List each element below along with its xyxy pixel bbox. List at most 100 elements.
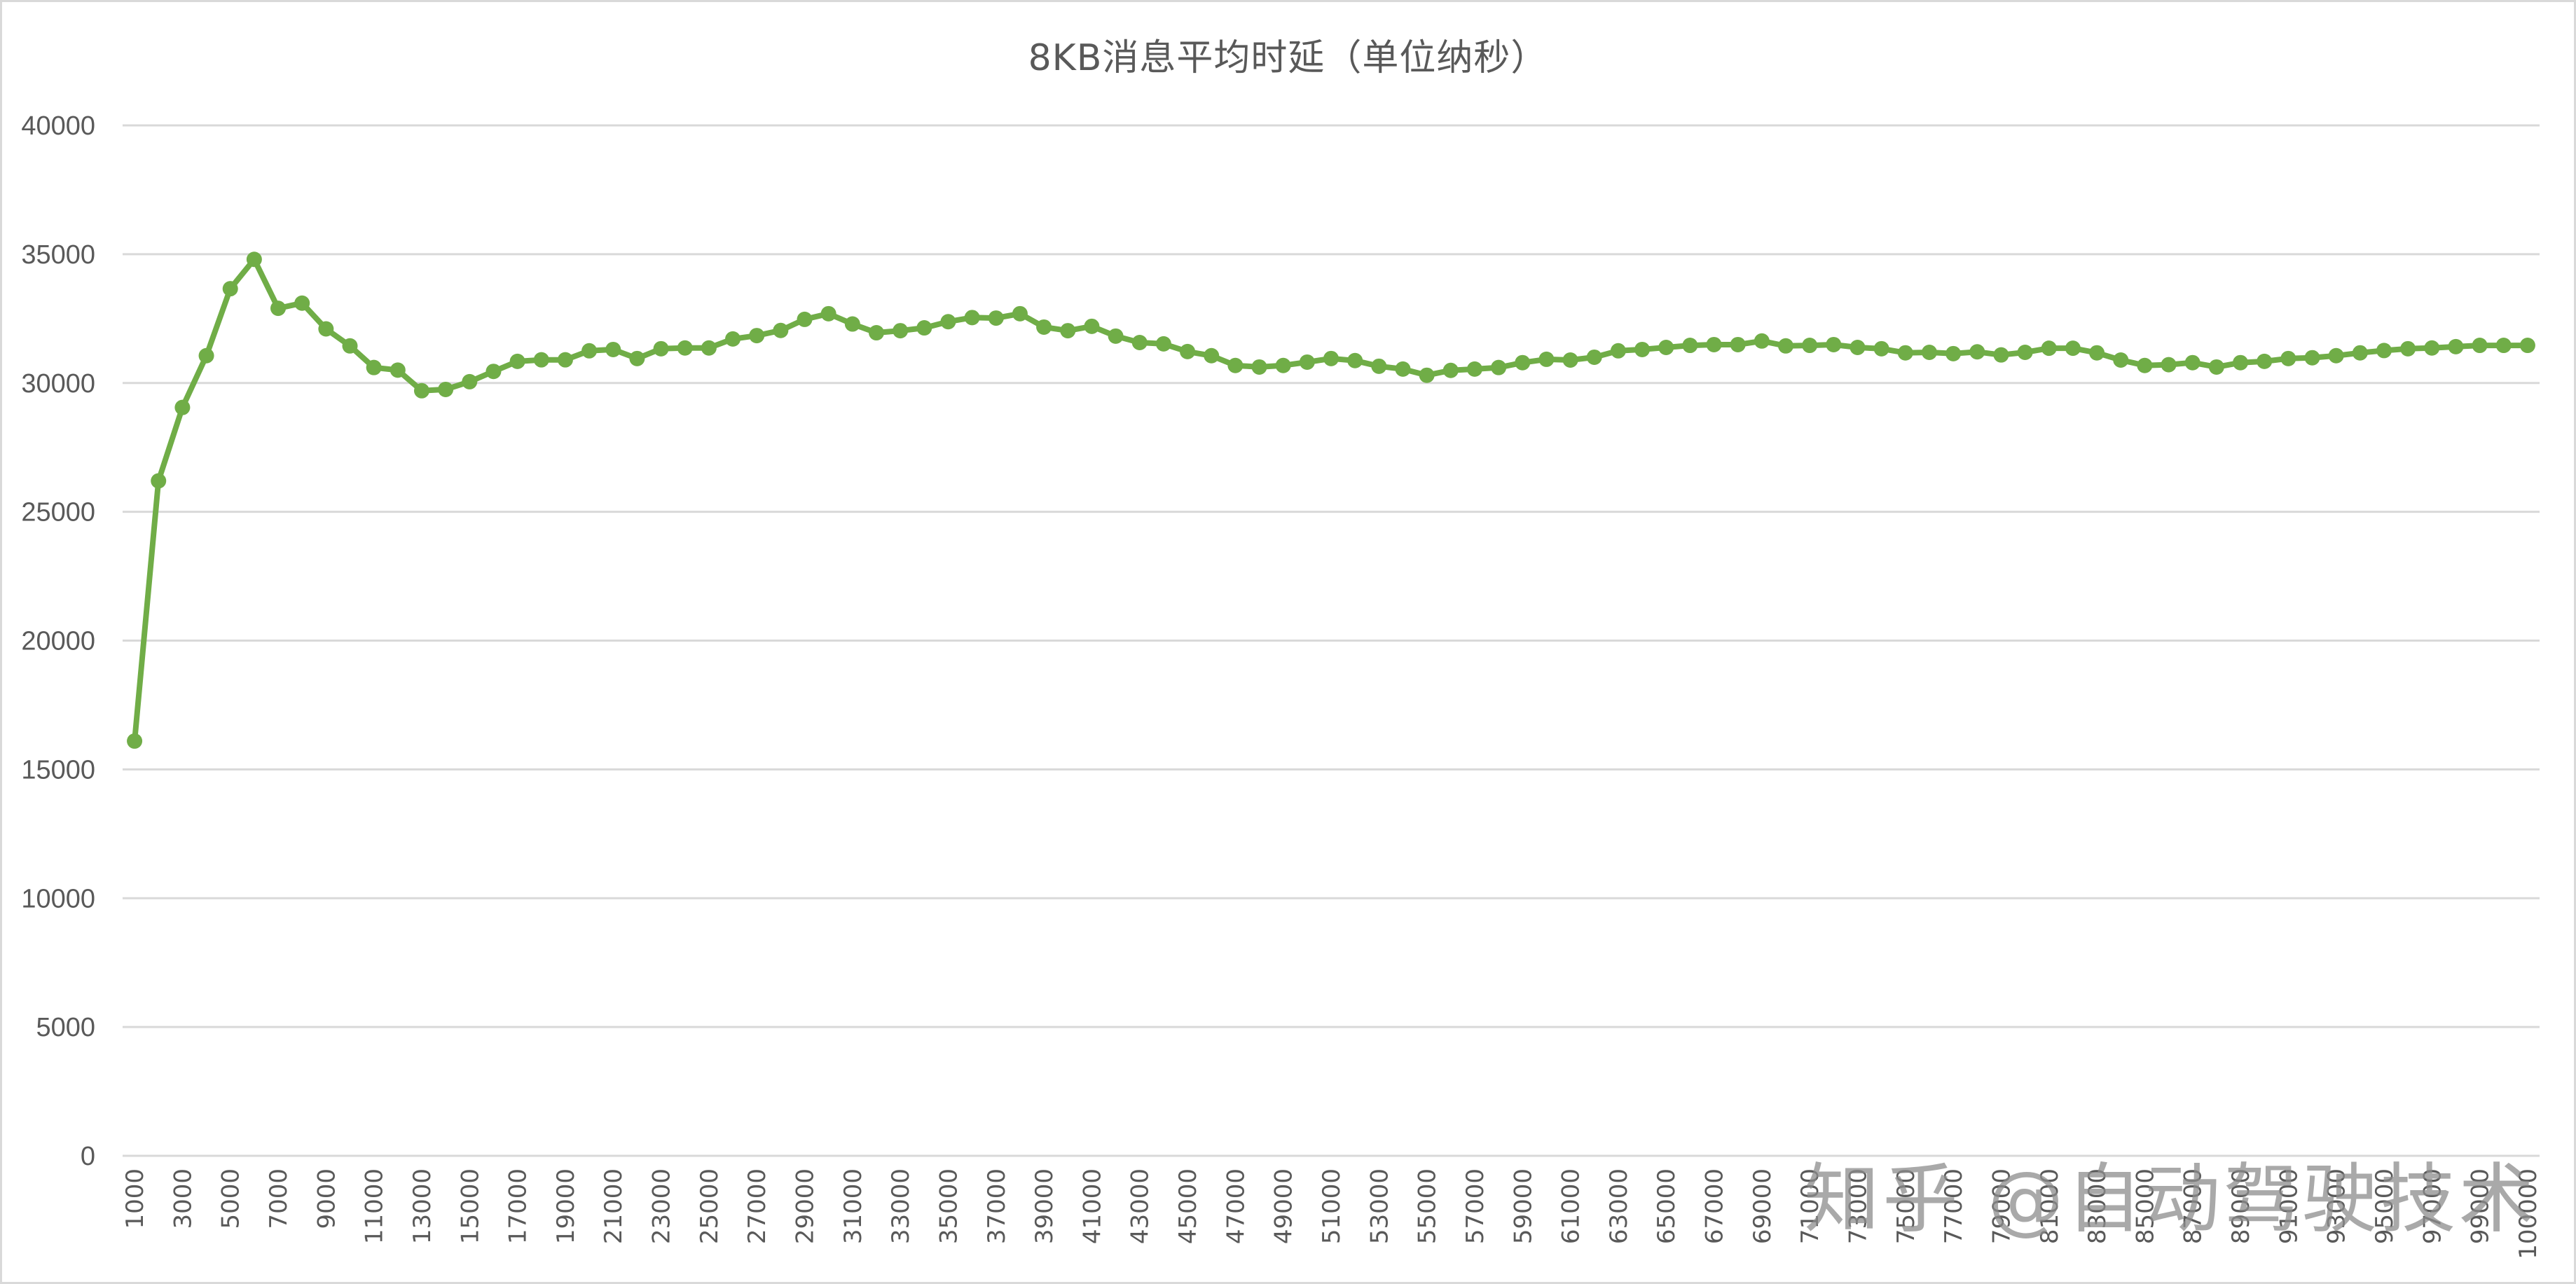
x-tick-label: 33000 xyxy=(887,1168,915,1244)
data-point-marker xyxy=(2161,357,2177,373)
data-point-marker xyxy=(1442,362,1459,378)
data-point-marker xyxy=(1682,338,1698,354)
data-point-marker xyxy=(629,350,645,366)
y-tick-label: 15000 xyxy=(21,755,95,785)
data-point-marker xyxy=(2352,345,2368,361)
x-tick-label: 71000 xyxy=(1796,1168,1824,1244)
data-point-marker xyxy=(462,373,478,389)
data-point-marker xyxy=(1586,349,1602,365)
y-tick-label: 25000 xyxy=(21,498,95,527)
x-tick-label: 97000 xyxy=(2418,1168,2446,1244)
data-point-marker xyxy=(1610,343,1626,359)
data-point-marker xyxy=(2304,350,2320,366)
data-point-marker xyxy=(438,381,454,397)
x-tick-label: 83000 xyxy=(2083,1168,2112,1244)
data-point-marker xyxy=(1275,357,1291,373)
x-tick-label: 81000 xyxy=(2036,1168,2064,1244)
data-point-marker xyxy=(2233,354,2249,371)
data-point-marker xyxy=(1108,328,1124,344)
x-tick-label: 65000 xyxy=(1653,1168,1681,1244)
data-point-marker xyxy=(2041,340,2057,357)
data-point-marker xyxy=(485,364,502,380)
data-point-marker xyxy=(246,251,262,268)
x-tick-label: 93000 xyxy=(2323,1168,2351,1244)
x-tick-label: 27000 xyxy=(743,1168,771,1244)
x-tick-label: 7000 xyxy=(265,1168,293,1229)
data-point-marker xyxy=(725,331,741,347)
x-tick-label: 85000 xyxy=(2131,1168,2159,1244)
data-point-marker xyxy=(2280,350,2296,366)
x-tick-label: 1000 xyxy=(121,1168,149,1229)
x-tick-label: 75000 xyxy=(1892,1168,1920,1244)
x-tick-label: 17000 xyxy=(504,1168,532,1244)
x-tick-label: 9000 xyxy=(312,1168,340,1229)
data-point-marker xyxy=(581,343,598,359)
data-point-marker xyxy=(1155,336,1171,352)
data-point-marker xyxy=(1873,340,1889,357)
data-point-marker xyxy=(773,322,789,338)
data-point-marker xyxy=(940,314,956,330)
x-tick-label: 3000 xyxy=(169,1168,197,1229)
x-tick-label: 89000 xyxy=(2227,1168,2255,1244)
x-tick-label: 31000 xyxy=(839,1168,867,1244)
y-tick-label: 10000 xyxy=(21,884,95,913)
data-point-marker xyxy=(1036,319,1052,335)
data-point-marker xyxy=(1466,361,1482,377)
data-point-marker xyxy=(1897,345,1913,361)
x-tick-label: 47000 xyxy=(1222,1168,1250,1244)
data-point-marker xyxy=(1658,340,1674,356)
data-point-marker xyxy=(127,733,143,749)
data-point-marker xyxy=(1131,335,1148,351)
data-point-marker xyxy=(2184,354,2200,371)
data-point-marker xyxy=(1419,367,1435,383)
data-point-marker xyxy=(342,338,358,354)
data-point-marker xyxy=(1634,341,1651,357)
data-point-marker xyxy=(390,362,406,378)
x-tick-label: 53000 xyxy=(1365,1168,1393,1244)
x-tick-label: 49000 xyxy=(1270,1168,1298,1244)
data-point-marker xyxy=(964,310,980,326)
data-point-marker xyxy=(1969,344,1985,360)
data-point-marker xyxy=(2113,352,2129,368)
x-tick-label: 5000 xyxy=(217,1168,245,1229)
x-tick-label: 51000 xyxy=(1318,1168,1346,1244)
data-point-marker xyxy=(509,353,525,369)
data-point-marker xyxy=(1299,354,1315,370)
data-point-marker xyxy=(701,340,717,356)
x-tick-label: 95000 xyxy=(2371,1168,2399,1244)
data-point-marker xyxy=(2400,340,2416,357)
data-point-marker xyxy=(174,399,191,415)
data-point-marker xyxy=(151,473,167,489)
data-point-marker xyxy=(1538,351,1555,367)
data-point-marker xyxy=(2424,340,2440,356)
x-tick-label: 73000 xyxy=(1844,1168,1872,1244)
x-tick-label: 91000 xyxy=(2275,1168,2303,1244)
data-point-marker xyxy=(1347,352,1363,368)
data-point-marker xyxy=(1204,347,1220,364)
x-tick-label: 39000 xyxy=(1031,1168,1059,1244)
data-point-marker xyxy=(868,325,884,341)
data-point-marker xyxy=(1850,340,1866,356)
x-tick-label: 87000 xyxy=(2179,1168,2207,1244)
data-point-marker xyxy=(1945,345,1962,361)
y-tick-label: 20000 xyxy=(21,627,95,656)
x-tick-label: 35000 xyxy=(935,1168,963,1244)
data-point-marker xyxy=(1730,336,1746,352)
data-point-marker xyxy=(2017,344,2033,360)
y-tick-label: 35000 xyxy=(21,240,95,270)
series-markers xyxy=(127,251,2535,749)
data-point-marker xyxy=(820,305,836,322)
data-point-marker xyxy=(1180,343,1196,359)
x-tick-label: 11000 xyxy=(361,1168,389,1244)
data-point-marker xyxy=(1754,333,1770,349)
x-tick-label: 19000 xyxy=(552,1168,580,1244)
data-point-marker xyxy=(2065,340,2081,357)
data-point-marker xyxy=(916,320,932,336)
data-point-marker xyxy=(198,347,214,364)
x-tick-label: 45000 xyxy=(1174,1168,1202,1244)
data-point-marker xyxy=(2448,338,2464,354)
data-point-marker xyxy=(1921,344,1937,360)
chart-title: 8KB消息平均时延（单位纳秒） xyxy=(1028,37,1548,79)
x-tick-label: 55000 xyxy=(1414,1168,1442,1244)
data-point-marker xyxy=(2208,359,2224,375)
